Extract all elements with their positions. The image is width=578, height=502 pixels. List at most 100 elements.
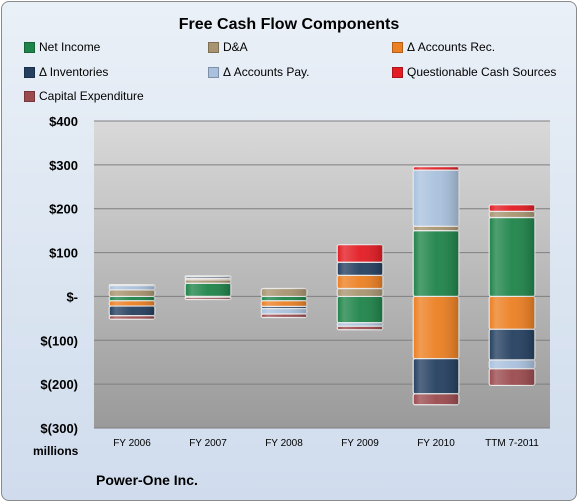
bar-segment bbox=[488, 210, 536, 219]
bar-segment-shade bbox=[261, 296, 307, 301]
bar-segment-shade bbox=[337, 275, 383, 289]
bar-segment bbox=[184, 275, 232, 278]
bar-segment bbox=[412, 230, 460, 298]
y-tick-label: $100 bbox=[49, 246, 78, 261]
bar-segment-shade bbox=[185, 283, 231, 297]
bar-segment-shade bbox=[413, 393, 459, 405]
y-tick-label: $(300) bbox=[40, 421, 78, 436]
y-tick-label: $(200) bbox=[40, 377, 78, 392]
bar-segment bbox=[412, 295, 460, 360]
bar-segment bbox=[488, 204, 536, 212]
legend-item-capex: Capital Expenditure bbox=[24, 89, 144, 103]
y-axis-units: millions bbox=[33, 444, 79, 458]
bar-segment bbox=[336, 287, 384, 298]
legend-label-da: D&A bbox=[223, 40, 248, 54]
bar-segment bbox=[260, 313, 308, 319]
legend-swatch-capex bbox=[24, 90, 35, 102]
x-tick-label: FY 2008 bbox=[265, 438, 303, 449]
bar-segment-shade bbox=[413, 226, 459, 231]
legend-swatch-da bbox=[208, 41, 219, 53]
bar-segment-shade bbox=[413, 358, 459, 394]
legend-label-capex: Capital Expenditure bbox=[39, 89, 144, 103]
bar-segment-shade bbox=[261, 308, 307, 314]
bar-segment bbox=[108, 305, 156, 317]
bar-segment-shade bbox=[337, 322, 383, 327]
bar-segment bbox=[336, 274, 384, 290]
bar-segment bbox=[412, 393, 460, 406]
bar-segment-shade bbox=[337, 326, 383, 330]
bar-segment-shade bbox=[489, 360, 535, 369]
bar-segment bbox=[108, 289, 156, 298]
bar-segment-shade bbox=[185, 297, 231, 300]
bar-segment-shade bbox=[185, 278, 231, 280]
y-tick-label: $400 bbox=[49, 114, 78, 129]
bar-segment bbox=[260, 300, 308, 308]
bar-segment-shade bbox=[489, 329, 535, 361]
legend-swatch-net-income bbox=[24, 41, 35, 53]
bar-segment bbox=[260, 295, 308, 302]
bar-segment-shade bbox=[261, 313, 307, 318]
bar-segment bbox=[260, 287, 308, 298]
bar-segment bbox=[412, 358, 460, 395]
bar-segment-shade bbox=[413, 230, 459, 297]
legend-label-inventories: Δ Inventories bbox=[39, 65, 109, 79]
legend-item-inventories: Δ Inventories bbox=[24, 65, 108, 79]
bar-segment-shade bbox=[413, 170, 459, 227]
bar-segment bbox=[488, 216, 536, 298]
bar-segment-shade bbox=[413, 296, 459, 359]
bar-segment bbox=[336, 261, 384, 276]
x-tick-label: FY 2009 bbox=[341, 438, 379, 449]
bar-segment-shade bbox=[489, 211, 535, 218]
bar-segment-shade bbox=[489, 296, 535, 330]
x-tick-label: TTM 7-2011 bbox=[485, 438, 539, 449]
bar-segment bbox=[336, 295, 384, 324]
bar-segment-shade bbox=[261, 288, 307, 297]
bar-segment-shade bbox=[413, 166, 459, 171]
legend-label-questionable: Questionable Cash Sources bbox=[407, 65, 557, 79]
bar-segment-shade bbox=[337, 288, 383, 297]
bar-segment bbox=[184, 282, 232, 298]
bar-segment bbox=[108, 300, 156, 307]
y-tick-label: $- bbox=[66, 289, 78, 304]
legend-item-accounts-rec: Δ Accounts Rec. bbox=[392, 40, 495, 54]
bar-segment bbox=[108, 284, 156, 291]
bar-segment bbox=[108, 315, 156, 320]
bar-segment-shade bbox=[261, 300, 307, 307]
bar-segment-shade bbox=[185, 276, 231, 279]
bar-segment-shade bbox=[185, 275, 231, 277]
bar-segment-shade bbox=[185, 279, 231, 284]
company-name: Power-One Inc. bbox=[96, 472, 198, 488]
legend-label-accounts-rec: Δ Accounts Rec. bbox=[407, 40, 496, 54]
bar-segment bbox=[108, 283, 156, 287]
bar-segment-shade bbox=[109, 289, 155, 297]
bar-segment-shade bbox=[489, 217, 535, 297]
bar-segment bbox=[108, 295, 156, 302]
x-tick-label: FY 2006 bbox=[113, 438, 151, 449]
bar-segment bbox=[336, 244, 384, 263]
y-tick-label: $(100) bbox=[40, 333, 78, 348]
legend-swatch-inventories bbox=[24, 66, 35, 78]
bar-segment-shade bbox=[489, 204, 535, 212]
y-tick-label: $300 bbox=[49, 158, 78, 173]
plot-area bbox=[94, 121, 550, 428]
bar-segment-shade bbox=[261, 306, 307, 309]
legend-item-accounts-pay: Δ Accounts Pay. bbox=[208, 65, 310, 79]
bar-segment-shade bbox=[109, 300, 155, 307]
legend-label-net-income: Net Income bbox=[39, 40, 101, 54]
bar-segment bbox=[260, 308, 308, 315]
chart-title: Free Cash Flow Components bbox=[178, 16, 400, 33]
legend-item-questionable: Questionable Cash Sources bbox=[392, 65, 556, 79]
bar-segment-shade bbox=[337, 244, 383, 263]
bar-segment-shade bbox=[489, 368, 535, 386]
bar-segment bbox=[412, 169, 460, 227]
bar-segment-shade bbox=[109, 306, 155, 316]
bar-segment-shade bbox=[109, 285, 155, 290]
bar-segment-shade bbox=[337, 296, 383, 323]
bar-segment bbox=[184, 296, 232, 301]
bar-segment-shade bbox=[109, 296, 155, 301]
bar-segment bbox=[488, 368, 536, 387]
bar-segment bbox=[412, 225, 460, 232]
legend-item-da: D&A bbox=[208, 40, 248, 54]
bar-segment bbox=[336, 325, 384, 331]
legend-item-net-income: Net Income bbox=[24, 40, 100, 54]
